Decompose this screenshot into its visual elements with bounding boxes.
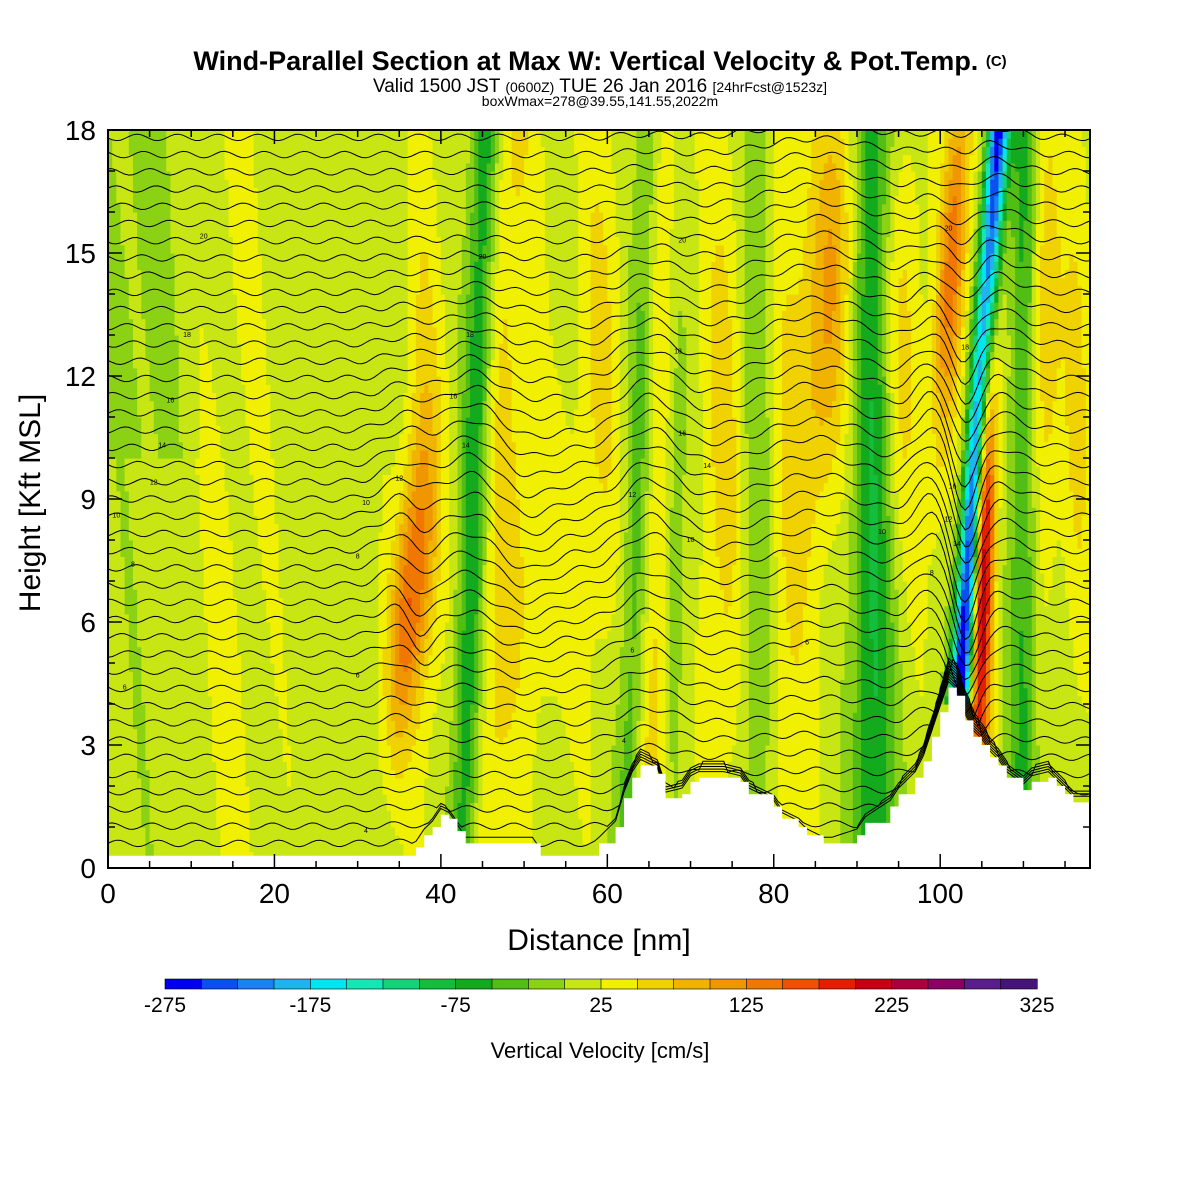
theta-contour-label: 12 [945, 517, 953, 524]
theta-contour-label: 10 [362, 500, 370, 507]
colorbar-swatch [274, 979, 311, 989]
theta-contour-label: 6 [630, 648, 634, 655]
colorbar-swatch [892, 979, 929, 989]
theta-contour-label: 16 [449, 394, 457, 401]
theta-contour-label: 20 [945, 225, 953, 232]
colorbar-swatch [165, 979, 202, 989]
colorbar-swatch [492, 979, 529, 989]
colorbar-swatch [238, 979, 275, 989]
y-tick-label: 18 [65, 115, 96, 146]
x-tick-label: 100 [917, 878, 964, 909]
x-tick-label: 0 [100, 878, 116, 909]
colorbar-tick-label: -275 [144, 994, 186, 1017]
theta-contour-label: 14 [953, 541, 961, 548]
theta-contour-label: 16 [949, 484, 957, 491]
colorbar-tick-label: 125 [729, 994, 764, 1017]
colorbar-swatch [565, 979, 602, 989]
theta-contour-label: 14 [703, 463, 711, 470]
x-tick-label: 40 [425, 878, 456, 909]
colorbar-swatch [637, 979, 674, 989]
colorbar-swatch [674, 979, 711, 989]
theta-contour-label: 16 [678, 430, 686, 437]
theta-contour-label: 6 [123, 685, 127, 692]
theta-contour-label: 14 [462, 443, 470, 450]
x-tick-label: 60 [592, 878, 623, 909]
y-tick-label: 15 [65, 238, 96, 269]
theta-contour-label: 10 [112, 512, 120, 519]
theta-contour-label: 18 [466, 332, 474, 339]
colorbar-swatch [528, 979, 565, 989]
theta-contour-label: 8 [131, 562, 135, 569]
theta-contour-label: 18 [961, 344, 969, 351]
theta-contour-label: 20 [479, 254, 487, 261]
theta-contour-label: 12 [150, 480, 158, 487]
colorbar-swatch [783, 979, 820, 989]
colorbar-label: Vertical Velocity [cm/s] [491, 1038, 710, 1063]
colorbar-swatch [201, 979, 238, 989]
theta-contour-label: 6 [805, 640, 809, 647]
colorbar-tick-label: 325 [1019, 994, 1054, 1017]
y-tick-label: 12 [65, 361, 96, 392]
theta-contour-label: 18 [674, 348, 682, 355]
theta-contour-label: 20 [678, 238, 686, 245]
x-axis-label: Distance [nm] [507, 924, 690, 957]
theta-contour-label: 18 [183, 332, 191, 339]
y-tick-label: 0 [80, 853, 96, 884]
theta-contour-label: 4 [622, 738, 626, 745]
y-tick-label: 9 [80, 484, 96, 515]
colorbar-tick-label: 225 [874, 994, 909, 1017]
theta-contour-label: 10 [687, 537, 695, 544]
theta-contour-label: 12 [628, 492, 636, 499]
theta-contour-label: 8 [930, 570, 934, 577]
colorbar-swatch [746, 979, 783, 989]
theta-contour-label: 12 [395, 476, 403, 483]
colorbar-swatch [419, 979, 456, 989]
x-tick-label: 20 [259, 878, 290, 909]
colorbar-swatch [928, 979, 965, 989]
colorbar-swatch [347, 979, 384, 989]
chart-subtitle-box: boxWmax=278@39.55,141.55,2022m [482, 93, 718, 109]
colorbar-tick-label: -175 [289, 994, 331, 1017]
y-axis-label: Height [Kft MSL] [14, 394, 47, 612]
y-tick-label: 6 [80, 607, 96, 638]
colorbar-swatch [855, 979, 892, 989]
chart-title: Wind-Parallel Section at Max W: Vertical… [193, 46, 1006, 76]
colorbar-swatch [601, 979, 638, 989]
theta-contour-label: 8 [356, 553, 360, 560]
colorbar-swatch [1001, 979, 1038, 989]
colorbar-tick-label: 25 [589, 994, 612, 1017]
theta-contour-label: 6 [356, 672, 360, 679]
colorbar-swatch [383, 979, 420, 989]
theta-contour-label: 20 [200, 234, 208, 241]
vertical-velocity-section-chart: Wind-Parallel Section at Max W: Vertical… [0, 0, 1200, 1200]
theta-contour-label: 16 [167, 398, 175, 405]
colorbar-swatch [456, 979, 493, 989]
colorbar: -275 -175 -75 25 125 225 325 [144, 979, 1055, 1017]
colorbar-swatch [964, 979, 1001, 989]
theta-contour-label: 4 [364, 828, 368, 835]
colorbar-swatch [710, 979, 747, 989]
y-tick-label: 3 [80, 730, 96, 761]
theta-contour-label: 14 [158, 443, 166, 450]
x-tick-label: 80 [758, 878, 789, 909]
theta-contour-label: 10 [878, 529, 886, 536]
colorbar-swatch [819, 979, 856, 989]
colorbar-tick-label: -75 [440, 994, 470, 1017]
colorbar-swatch [310, 979, 347, 989]
